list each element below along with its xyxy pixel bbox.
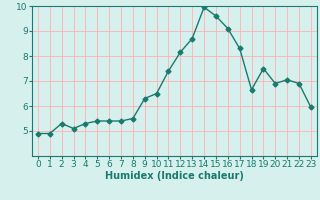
X-axis label: Humidex (Indice chaleur): Humidex (Indice chaleur) — [105, 171, 244, 181]
